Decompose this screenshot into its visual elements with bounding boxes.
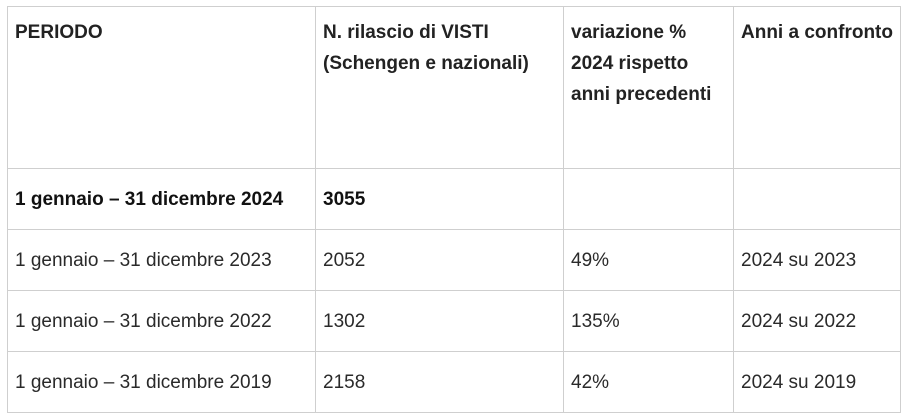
cell-period: 1 gennaio – 31 dicembre 2019 [7, 351, 316, 413]
cell-change: 42% [563, 351, 734, 413]
table-row: 1 gennaio – 31 dicembre 2023 2052 49% 20… [7, 229, 901, 291]
cell-visas: 1302 [315, 290, 564, 352]
cell-visas: 2052 [315, 229, 564, 291]
cell-compare [733, 168, 901, 230]
cell-period: 1 gennaio – 31 dicembre 2023 [7, 229, 316, 291]
visa-statistics-table: PERIODO N. rilascio di VISTI (Schengen e… [7, 6, 901, 413]
cell-compare: 2024 su 2022 [733, 290, 901, 352]
cell-visas: 2158 [315, 351, 564, 413]
cell-change: 135% [563, 290, 734, 352]
header-visas-issued: N. rilascio di VISTI (Schengen e naziona… [315, 6, 564, 169]
cell-change [563, 168, 734, 230]
table-row: 1 gennaio – 31 dicembre 2019 2158 42% 20… [7, 351, 901, 413]
header-row: PERIODO N. rilascio di VISTI (Schengen e… [7, 6, 901, 169]
table-body: 1 gennaio – 31 dicembre 2024 3055 1 genn… [7, 168, 901, 413]
table-row: 1 gennaio – 31 dicembre 2022 1302 135% 2… [7, 290, 901, 352]
header-period: PERIODO [7, 6, 316, 169]
cell-period: 1 gennaio – 31 dicembre 2024 [7, 168, 316, 230]
table-row: 1 gennaio – 31 dicembre 2024 3055 [7, 168, 901, 230]
header-years-compared: Anni a confronto [733, 6, 901, 169]
cell-visas: 3055 [315, 168, 564, 230]
header-percent-change: variazione % 2024 rispetto anni preceden… [563, 6, 734, 169]
table-header: PERIODO N. rilascio di VISTI (Schengen e… [7, 6, 901, 169]
visa-table-container: PERIODO N. rilascio di VISTI (Schengen e… [7, 6, 901, 413]
cell-period: 1 gennaio – 31 dicembre 2022 [7, 290, 316, 352]
cell-compare: 2024 su 2019 [733, 351, 901, 413]
cell-change: 49% [563, 229, 734, 291]
cell-compare: 2024 su 2023 [733, 229, 901, 291]
